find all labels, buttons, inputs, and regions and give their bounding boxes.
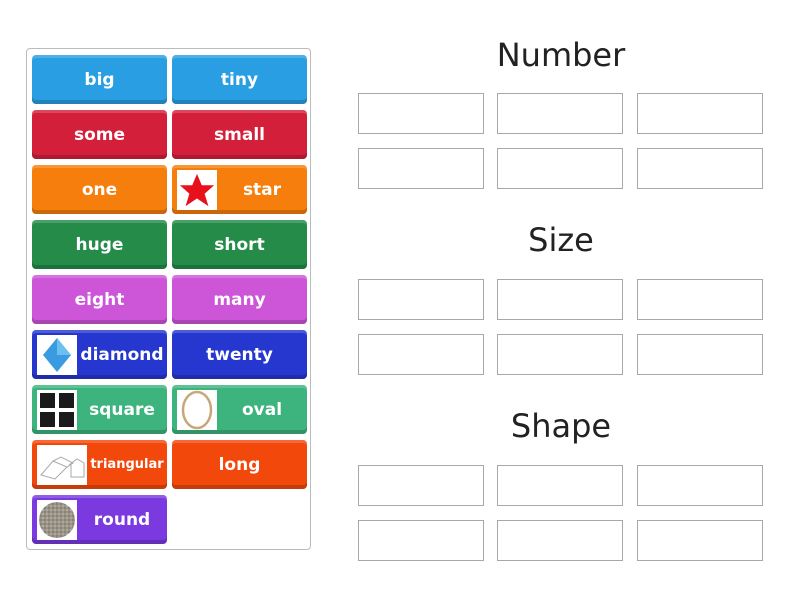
- word-tile-star[interactable]: star: [172, 165, 307, 214]
- tile-label: oval: [241, 399, 283, 420]
- tile-label: big: [84, 69, 115, 90]
- tile-label: huge: [75, 234, 124, 255]
- drop-slot-number[interactable]: [497, 148, 623, 189]
- drop-slot-number[interactable]: [637, 148, 763, 189]
- drop-slot-size[interactable]: [358, 334, 484, 375]
- word-tile-square[interactable]: square: [32, 385, 167, 434]
- drop-slot-number[interactable]: [637, 93, 763, 134]
- tile-label: short: [214, 234, 265, 255]
- group-title-number: Number: [496, 36, 626, 74]
- round-stone-icon: [37, 499, 77, 540]
- word-tile-many[interactable]: many: [172, 275, 307, 324]
- word-bank: big tiny some small one star huge short eight man…: [26, 48, 311, 550]
- drop-slot-size[interactable]: [358, 279, 484, 320]
- word-tile-long[interactable]: long: [172, 440, 307, 489]
- tile-label: star: [242, 179, 282, 200]
- tile-label: small: [214, 124, 265, 145]
- tile-label: twenty: [206, 344, 273, 365]
- drop-slot-size[interactable]: [637, 279, 763, 320]
- squares-icon: [37, 389, 77, 430]
- word-tile-huge[interactable]: huge: [32, 220, 167, 269]
- word-tile-small[interactable]: small: [172, 110, 307, 159]
- drop-slot-number[interactable]: [497, 93, 623, 134]
- word-tile-eight[interactable]: eight: [32, 275, 167, 324]
- drop-slot-shape[interactable]: [497, 465, 623, 506]
- word-tile-triangular[interactable]: triangular: [32, 440, 167, 489]
- diamond-icon: [37, 334, 77, 375]
- word-tile-round[interactable]: round: [32, 495, 167, 544]
- tile-label: one: [81, 179, 118, 200]
- drop-slot-shape[interactable]: [358, 465, 484, 506]
- triangular-prism-icon: [37, 444, 87, 485]
- group-title-shape: Shape: [510, 407, 612, 445]
- group-title-size: Size: [528, 221, 594, 259]
- drop-slot-number[interactable]: [358, 148, 484, 189]
- word-tile-one[interactable]: one: [32, 165, 167, 214]
- word-tile-oval[interactable]: oval: [172, 385, 307, 434]
- tile-label: square: [89, 399, 155, 420]
- tile-label: long: [218, 454, 261, 475]
- drop-slot-shape[interactable]: [497, 520, 623, 561]
- word-tile-big[interactable]: big: [32, 55, 167, 104]
- oval-icon: [177, 389, 217, 430]
- drop-slot-shape[interactable]: [637, 465, 763, 506]
- star-icon: [177, 169, 217, 210]
- word-tile-some[interactable]: some: [32, 110, 167, 159]
- tile-label: triangular: [90, 457, 164, 472]
- tile-label: eight: [74, 289, 125, 310]
- word-tile-twenty[interactable]: twenty: [172, 330, 307, 379]
- word-tile-tiny[interactable]: tiny: [172, 55, 307, 104]
- tile-label: many: [213, 289, 266, 310]
- word-tile-short[interactable]: short: [172, 220, 307, 269]
- drop-slot-shape[interactable]: [637, 520, 763, 561]
- tile-label: diamond: [80, 344, 164, 365]
- drop-slot-size[interactable]: [497, 334, 623, 375]
- tile-label: some: [73, 124, 126, 145]
- drop-slot-number[interactable]: [358, 93, 484, 134]
- drop-slot-size[interactable]: [637, 334, 763, 375]
- word-tile-diamond[interactable]: diamond: [32, 330, 167, 379]
- drop-slot-size[interactable]: [497, 279, 623, 320]
- tile-label: tiny: [220, 69, 259, 90]
- tile-label: round: [93, 509, 151, 530]
- drop-slot-shape[interactable]: [358, 520, 484, 561]
